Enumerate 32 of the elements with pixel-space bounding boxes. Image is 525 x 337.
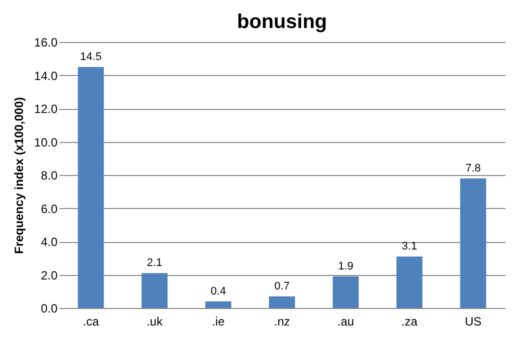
x-tick-label: .ca bbox=[82, 314, 100, 328]
x-tick-label: .uk bbox=[146, 314, 164, 328]
bar bbox=[78, 66, 104, 308]
data-label: 2.1 bbox=[146, 257, 162, 270]
data-label: 0.4 bbox=[210, 285, 226, 298]
x-tick-label: .ie bbox=[212, 314, 225, 328]
bar bbox=[269, 296, 295, 308]
x-tick-label: .nz bbox=[274, 314, 290, 328]
data-label: 3.1 bbox=[402, 240, 418, 252]
y-tick-label: 10.0 bbox=[34, 135, 58, 150]
y-tick-label: 6.0 bbox=[40, 202, 58, 216]
bar bbox=[460, 178, 486, 308]
data-label: 0.7 bbox=[274, 280, 290, 292]
y-tick-label: 8.0 bbox=[40, 168, 58, 182]
x-tick-label: .za bbox=[401, 314, 418, 328]
y-tick-label: 12.0 bbox=[34, 102, 58, 116]
y-tick-label: 14.0 bbox=[34, 68, 58, 83]
chart-title: bonusing bbox=[237, 11, 327, 33]
x-tick-label: US bbox=[464, 314, 482, 328]
y-tick-label: 2.0 bbox=[40, 268, 58, 282]
data-label: 1.9 bbox=[338, 260, 354, 272]
bar bbox=[205, 301, 232, 308]
y-tick-label: 16.0 bbox=[34, 36, 58, 50]
bar bbox=[332, 276, 359, 308]
y-tick-label: 4.0 bbox=[40, 235, 58, 249]
bar bbox=[142, 273, 168, 308]
x-tick-label: .au bbox=[337, 314, 354, 328]
bar bbox=[396, 256, 422, 308]
y-axis-title: Frequency index (x100,000) bbox=[12, 97, 26, 254]
data-label: 7.8 bbox=[465, 162, 481, 174]
y-tick-label: 0.0 bbox=[40, 302, 58, 316]
data-label: 14.5 bbox=[80, 50, 102, 63]
